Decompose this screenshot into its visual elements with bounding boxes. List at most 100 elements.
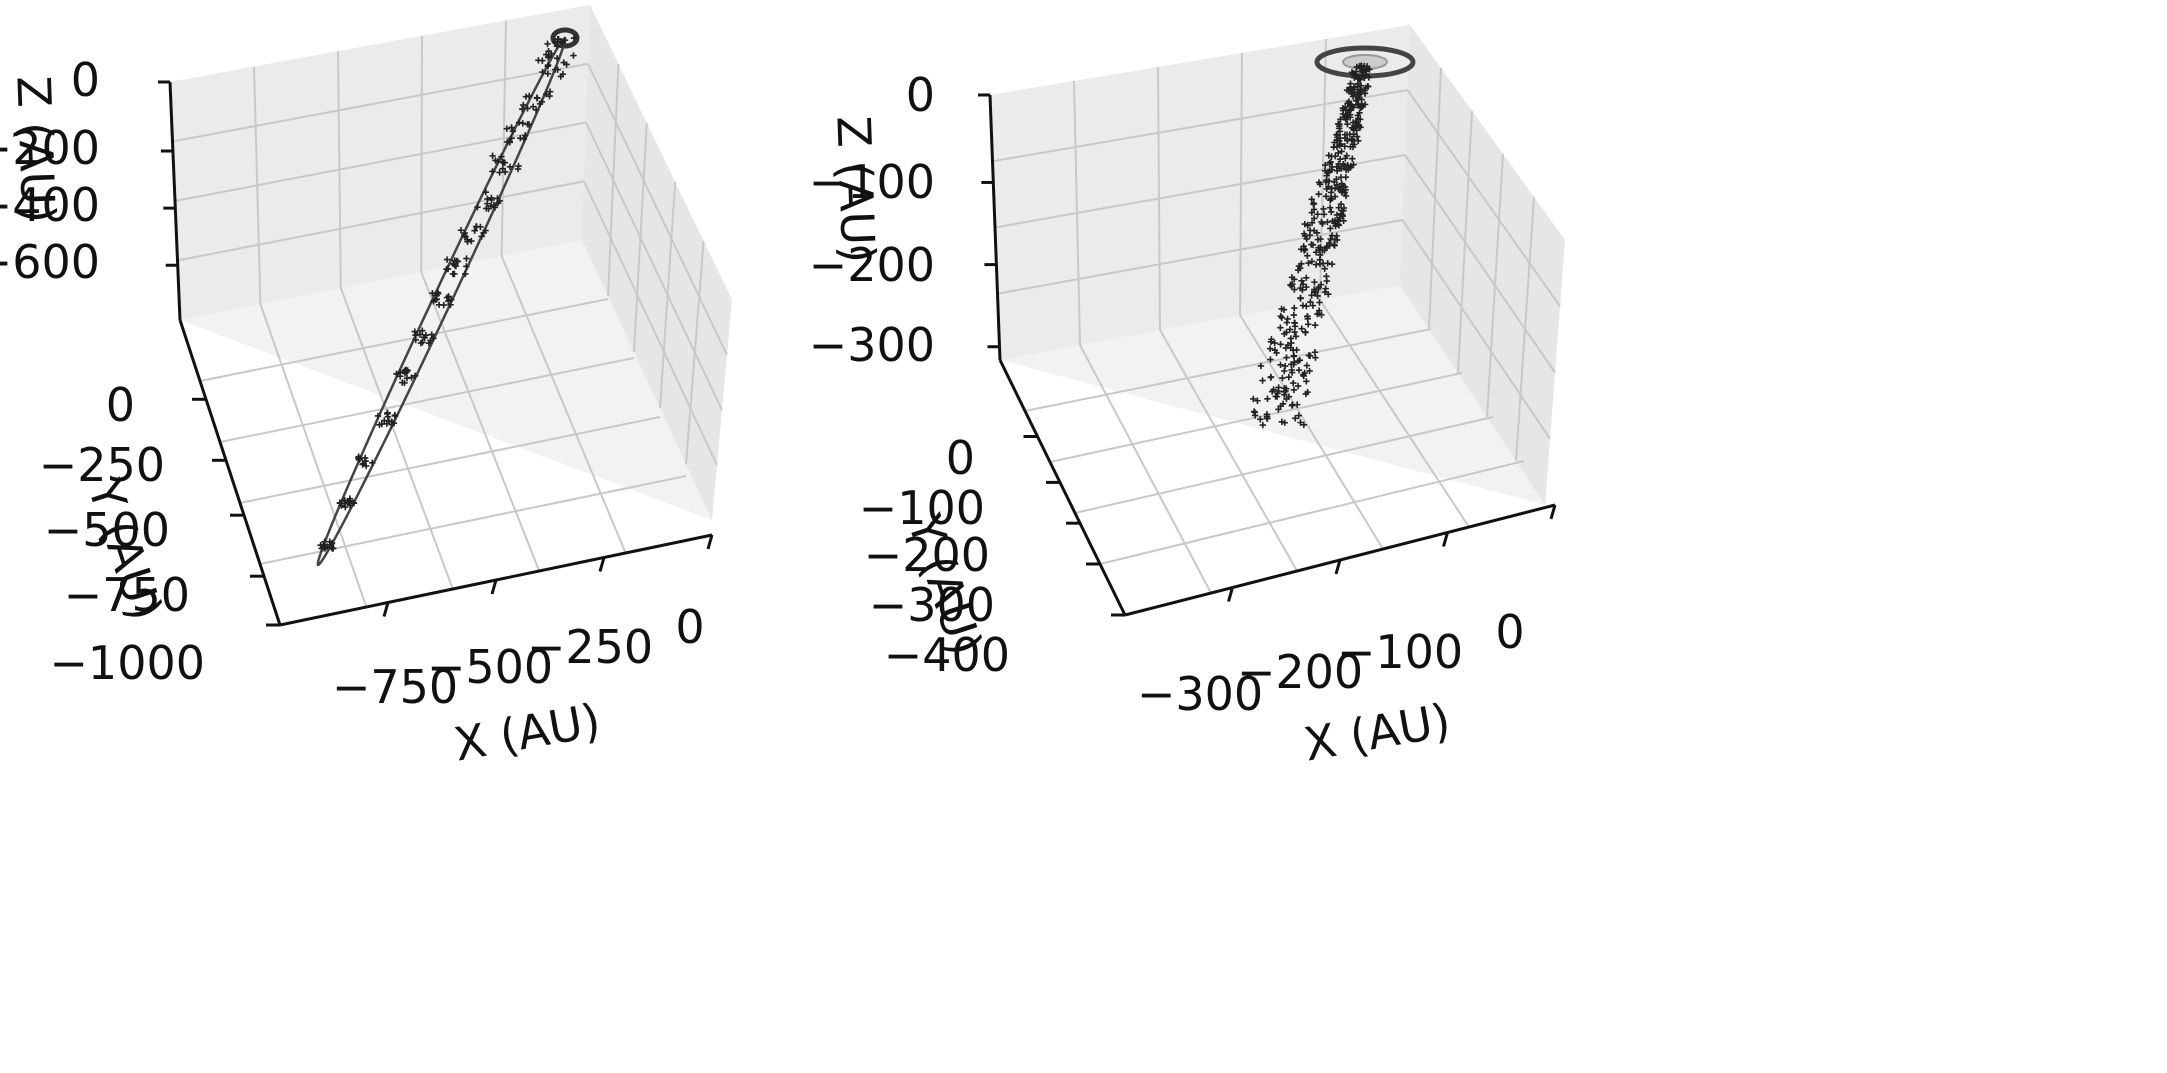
data-point	[1311, 278, 1318, 286]
data-point	[474, 204, 481, 211]
y-tick-label: 0	[106, 378, 135, 432]
gridline	[587, 63, 728, 356]
data-point	[1315, 190, 1322, 198]
data-point	[1337, 116, 1344, 123]
data-point	[492, 157, 499, 164]
data-point	[1314, 211, 1321, 218]
data-point	[360, 460, 367, 467]
data-point	[1277, 361, 1284, 368]
data-point	[416, 331, 424, 338]
data-point	[1281, 388, 1288, 396]
x-tick-label: −200	[1237, 645, 1363, 699]
data-point	[1326, 197, 1334, 204]
data-point	[1326, 242, 1333, 249]
data-point	[488, 194, 495, 202]
data-point	[515, 162, 522, 170]
data-point	[1301, 246, 1309, 253]
data-point	[451, 270, 458, 278]
data-point	[560, 59, 567, 66]
data-point	[346, 498, 353, 505]
data-point	[1283, 395, 1290, 403]
data-point	[499, 165, 506, 172]
data-point	[1311, 322, 1319, 329]
data-point	[419, 339, 426, 346]
data-point	[519, 105, 526, 113]
data-point	[1328, 260, 1336, 268]
data-point	[570, 52, 577, 59]
data-point	[1277, 324, 1284, 331]
gridline	[172, 62, 589, 143]
data-point	[1297, 419, 1304, 426]
data-point	[544, 54, 552, 61]
data-point	[517, 134, 524, 142]
data-point	[1333, 143, 1341, 151]
data-point	[1297, 284, 1304, 292]
data-point	[1326, 159, 1333, 167]
data-point	[1303, 378, 1310, 385]
data-point	[452, 262, 460, 270]
data-point	[384, 410, 391, 418]
data-point	[1316, 299, 1323, 306]
data-point	[553, 55, 561, 62]
data-point	[1254, 397, 1261, 404]
data-point	[404, 367, 411, 374]
data-point	[1351, 141, 1358, 148]
data-point	[546, 88, 554, 95]
data-point	[1307, 298, 1314, 306]
data-point	[555, 36, 562, 43]
panel-right-3d-scatter: 0−100−200−3000−100−200−300−400−300−200−1…	[809, 25, 1565, 772]
y-tick-label: −1000	[49, 636, 205, 690]
data-point	[1278, 418, 1286, 425]
data-point	[1277, 341, 1284, 348]
data-point	[445, 297, 452, 305]
gridline	[997, 219, 1403, 295]
data-point	[1311, 349, 1319, 356]
data-point	[1334, 221, 1342, 228]
z-axis-label-right: Z (AU)	[826, 115, 885, 264]
data-point	[1350, 161, 1357, 168]
data-point	[506, 138, 513, 145]
data-point	[1279, 374, 1286, 382]
gridline	[1079, 344, 1212, 594]
data-point	[506, 163, 514, 171]
z-tick-label: −600	[0, 235, 100, 289]
data-point	[1323, 277, 1330, 285]
pane-right-side	[1400, 25, 1565, 505]
data-point	[1303, 362, 1311, 369]
gridline	[1074, 416, 1494, 514]
z-tick-label: −300	[809, 318, 935, 372]
data-cloud-right	[1250, 45, 1416, 429]
gridline	[1159, 329, 1298, 572]
x-tick-label: −100	[1337, 625, 1463, 679]
data-point	[496, 169, 503, 176]
y-tick-label: −750	[64, 568, 190, 622]
data-point	[1328, 153, 1335, 160]
data-point	[1316, 246, 1323, 254]
data-point	[1290, 379, 1297, 387]
data-point	[509, 128, 517, 135]
data-point	[419, 327, 426, 334]
data-point	[482, 188, 490, 196]
data-point	[1312, 354, 1319, 361]
x-tick-mark	[1442, 532, 1449, 547]
data-point	[1312, 249, 1320, 256]
data-point	[1344, 137, 1351, 144]
data-point	[355, 456, 363, 463]
data-point	[1308, 258, 1316, 265]
data-point	[1304, 313, 1311, 320]
data-point	[1305, 259, 1312, 267]
data-point	[1355, 74, 1363, 81]
data-point	[1288, 402, 1296, 409]
data-point	[1362, 70, 1369, 78]
data-point	[1344, 162, 1351, 169]
data-point	[1344, 100, 1351, 107]
data-point	[477, 223, 484, 231]
data-point	[1278, 305, 1285, 313]
data-point	[1324, 218, 1331, 226]
data-point	[1319, 260, 1327, 267]
data-point	[428, 331, 435, 338]
data-point	[544, 40, 551, 48]
data-point	[1344, 120, 1351, 128]
gridline	[1401, 219, 1551, 440]
data-point	[1343, 152, 1350, 159]
